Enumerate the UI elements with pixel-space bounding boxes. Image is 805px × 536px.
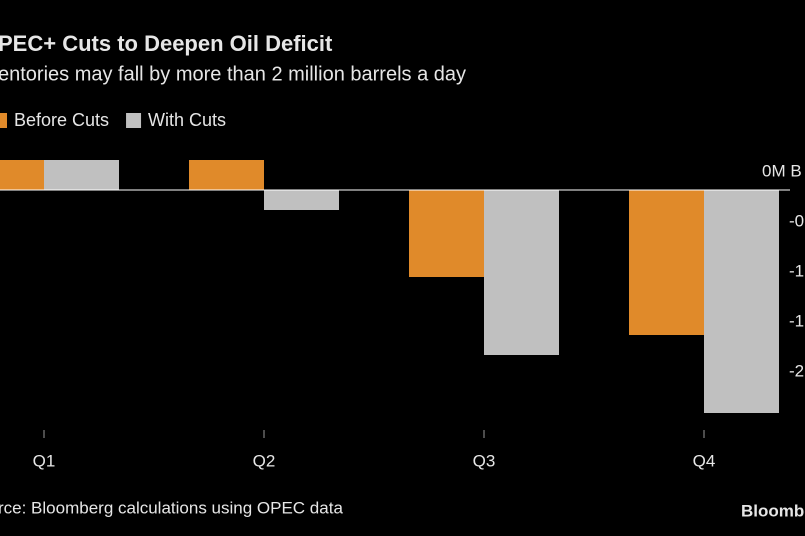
x-tick-label: Q3 bbox=[473, 451, 496, 470]
y-tick-label: 0M B bbox=[762, 161, 802, 180]
bar bbox=[704, 190, 779, 413]
x-tick-label: Q1 bbox=[33, 451, 56, 470]
brand: Bloomberg bbox=[741, 501, 805, 520]
bar bbox=[484, 190, 559, 355]
source: rce: Bloomberg calculations using OPEC d… bbox=[0, 498, 343, 517]
x-tick-label: Q4 bbox=[693, 451, 716, 470]
legend-label: Before Cuts bbox=[14, 110, 109, 130]
y-tick-label: -2 bbox=[789, 361, 804, 380]
chart-subtitle: entories may fall by more than 2 million… bbox=[0, 63, 466, 85]
x-tick-label: Q2 bbox=[253, 451, 276, 470]
bar bbox=[0, 160, 44, 190]
bar bbox=[189, 160, 264, 190]
bar bbox=[409, 190, 484, 277]
legend-swatch bbox=[0, 113, 7, 128]
legend-label: With Cuts bbox=[148, 110, 226, 130]
bar bbox=[264, 190, 339, 210]
y-tick-label: -0 bbox=[789, 211, 804, 230]
legend-swatch bbox=[126, 113, 142, 128]
chart-title: PEC+ Cuts to Deepen Oil Deficit bbox=[0, 31, 333, 56]
y-tick-label: -1 bbox=[789, 261, 804, 280]
bar bbox=[44, 160, 119, 190]
y-tick-label: -1 bbox=[789, 311, 804, 330]
bar bbox=[629, 190, 704, 335]
